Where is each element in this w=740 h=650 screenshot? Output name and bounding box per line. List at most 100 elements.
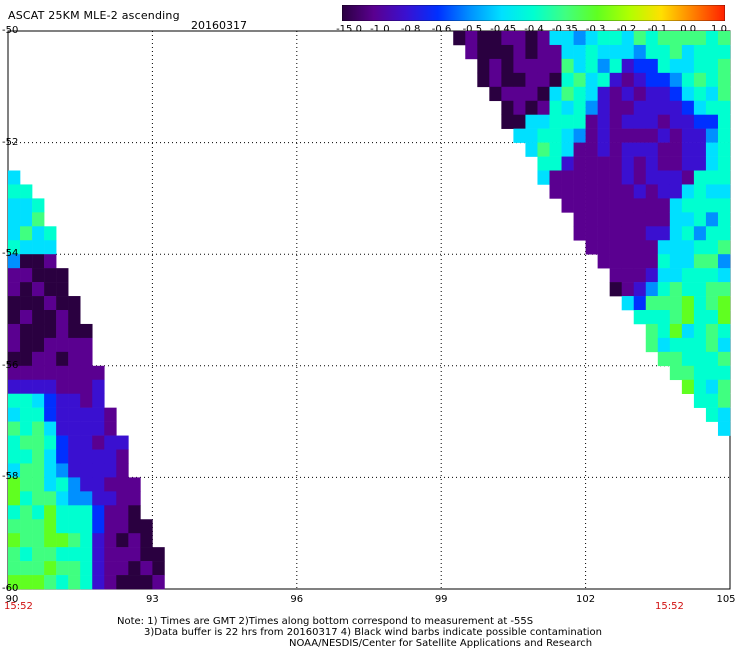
data-cell	[681, 58, 695, 74]
data-cell	[20, 435, 33, 450]
data-cell	[597, 240, 610, 255]
data-cell	[645, 58, 659, 74]
data-cell	[80, 351, 93, 367]
data-cell	[80, 421, 93, 436]
data-cell	[597, 226, 610, 241]
data-cell	[32, 575, 45, 590]
data-cell	[657, 156, 671, 171]
data-cell	[681, 240, 695, 255]
data-cell	[92, 393, 105, 408]
data-cell	[717, 72, 731, 88]
data-cell	[681, 351, 695, 367]
data-cell	[609, 212, 622, 227]
data-cell	[128, 547, 141, 562]
data-cell	[657, 184, 671, 199]
data-cell	[705, 351, 719, 367]
data-cell	[621, 226, 635, 241]
x-tick-label: 99	[434, 594, 448, 605]
data-cell	[56, 561, 69, 576]
colorbar-label: -0.1	[647, 24, 668, 35]
data-cell	[44, 365, 57, 381]
data-cell	[669, 142, 683, 157]
data-cell	[585, 58, 598, 74]
data-cell	[705, 212, 719, 227]
data-cell	[633, 86, 647, 102]
data-cell	[609, 142, 622, 157]
data-cell	[717, 393, 731, 408]
data-cell	[477, 58, 490, 74]
data-cell	[20, 561, 33, 576]
data-cell	[68, 337, 81, 353]
data-cell	[56, 379, 69, 394]
data-cell	[597, 142, 610, 157]
data-cell	[717, 142, 731, 157]
data-cell	[44, 463, 57, 478]
data-cell	[645, 156, 659, 171]
data-cell	[693, 142, 707, 157]
data-cell	[128, 491, 141, 506]
time-left: 15:52	[4, 601, 33, 612]
data-cell	[8, 170, 21, 185]
data-cell	[44, 323, 57, 339]
data-cell	[693, 198, 707, 213]
data-cell	[8, 449, 21, 464]
data-cell	[609, 184, 622, 199]
data-cell	[705, 240, 719, 255]
data-cell	[597, 31, 610, 46]
data-cell	[32, 254, 45, 269]
data-cell	[8, 561, 21, 576]
data-cell	[657, 114, 671, 129]
data-cell	[561, 170, 574, 185]
data-cell	[717, 365, 731, 381]
data-cell	[585, 86, 598, 102]
colorbar-label: 0.0	[680, 24, 697, 35]
data-cell	[44, 519, 57, 534]
data-cell	[549, 128, 562, 143]
data-cell	[609, 72, 622, 88]
data-cell	[32, 198, 45, 213]
data-cell	[561, 72, 574, 88]
data-cell	[669, 170, 683, 185]
data-cell	[597, 254, 610, 269]
data-cell	[621, 44, 635, 60]
data-cell	[705, 268, 719, 283]
data-cell	[561, 128, 574, 143]
data-cell	[645, 128, 659, 143]
data-cell	[104, 463, 117, 478]
data-cell	[705, 365, 719, 381]
data-cell	[657, 226, 671, 241]
data-cell	[152, 547, 165, 562]
data-cell	[585, 212, 598, 227]
data-cell	[549, 86, 562, 102]
data-cell	[573, 142, 586, 157]
data-cell	[705, 282, 719, 297]
data-cell	[80, 393, 93, 408]
data-cell	[561, 100, 574, 115]
data-cell	[633, 142, 647, 157]
data-cell	[92, 519, 105, 534]
data-cell	[32, 365, 45, 381]
data-cell	[104, 421, 117, 436]
data-cell	[32, 379, 45, 394]
data-cell	[20, 282, 33, 297]
data-cell	[56, 421, 69, 436]
data-cell	[44, 505, 57, 520]
data-cell	[669, 72, 683, 88]
data-cell	[56, 296, 69, 311]
data-cell	[717, 31, 731, 46]
data-cell	[32, 337, 45, 353]
data-cell	[717, 86, 731, 102]
data-cell	[681, 114, 695, 129]
data-cell	[585, 142, 598, 157]
data-cell	[80, 337, 93, 353]
data-cell	[645, 337, 659, 353]
data-cell	[32, 268, 45, 283]
data-cell	[80, 463, 93, 478]
data-cell	[56, 435, 69, 450]
data-cell	[513, 31, 526, 46]
data-cell	[525, 72, 538, 88]
data-cell	[573, 44, 586, 60]
data-cell	[681, 226, 695, 241]
data-cell	[681, 184, 695, 199]
data-cell	[585, 100, 598, 115]
